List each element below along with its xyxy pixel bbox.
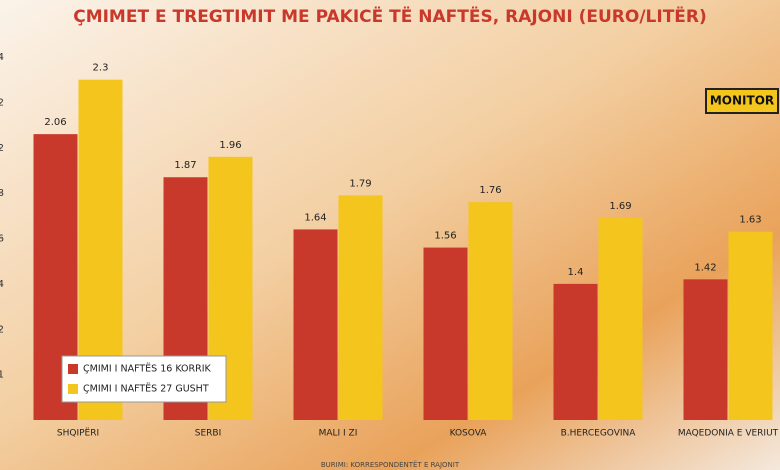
x-tick-label: SERBI [195, 429, 221, 439]
bar [338, 195, 383, 420]
legend: ÇMIMI I NAFTËS 16 KORRIK ÇMIMI I NAFTËS 2… [61, 355, 227, 403]
bar [598, 218, 643, 420]
bar [553, 283, 598, 420]
bar [683, 279, 728, 420]
y-tick-label: 1.2 [0, 324, 4, 335]
legend-swatch [68, 384, 78, 394]
x-tick-label: KOSOVA [450, 429, 488, 439]
source: BURIMI: KORRESPONDENTËT E RAJONIT [321, 460, 460, 469]
logo: MONITOR [710, 94, 774, 108]
bar [423, 247, 468, 420]
value-label: 1.76 [479, 185, 501, 196]
value-label: 1.42 [694, 262, 716, 273]
value-label: 1.63 [739, 215, 761, 226]
y-tick-label: 2.2 [0, 97, 4, 108]
legend-label: ÇMIMI I NAFTËS 16 KORRIK [83, 364, 212, 375]
logo-box [705, 88, 779, 114]
x-tick-label: MALI I ZI [319, 429, 358, 439]
bar [728, 231, 773, 420]
y-tick-label: 1.6 [0, 234, 4, 245]
x-tick-label: B.HERCEGOVINA [561, 429, 637, 439]
value-label: 1.64 [304, 212, 326, 223]
value-label: 1.79 [349, 178, 371, 189]
x-tick-label: SHQIPËRI [57, 428, 99, 439]
bar [468, 202, 513, 420]
y-tick-label: 2.4 [0, 52, 4, 63]
value-label: 1.87 [174, 160, 196, 171]
chart-title: ÇMIMET E TREGTIMIT ME PAKICË TË NAFTËS, … [73, 5, 707, 27]
x-tick-label: MAQEDONIA E VERIUT [678, 429, 779, 439]
value-label: 2.06 [44, 117, 66, 128]
legend-label: ÇMIMI I NAFTËS 27 GUSHT [83, 384, 209, 395]
value-label: 1.69 [609, 201, 631, 212]
y-tick-label: 1.4 [0, 279, 4, 290]
legend-swatch [68, 364, 78, 374]
y-tick-label: 2 [0, 143, 4, 154]
bar [293, 229, 338, 420]
value-label: 2.3 [93, 63, 109, 74]
value-label: 1.56 [434, 231, 456, 242]
y-tick-label: 1 [0, 370, 4, 381]
legend-box [61, 355, 227, 403]
value-label: 1.4 [568, 267, 584, 278]
y-tick-label: 1.8 [0, 188, 4, 199]
value-label: 1.96 [219, 140, 241, 151]
